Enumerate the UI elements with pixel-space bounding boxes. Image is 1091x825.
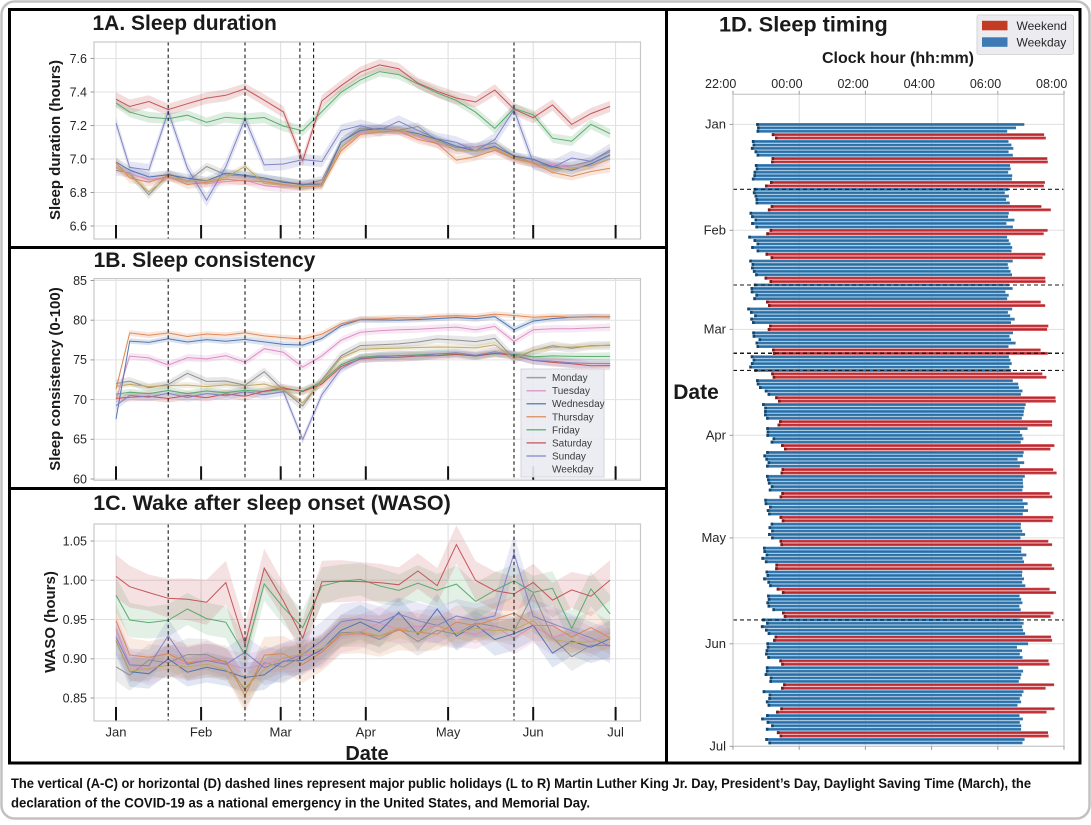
svg-text:May: May	[436, 725, 461, 740]
svg-text:May: May	[701, 530, 726, 545]
svg-text:02:00: 02:00	[837, 77, 868, 91]
svg-text:WASO (hours): WASO (hours)	[42, 571, 59, 673]
svg-text:1.00: 1.00	[63, 574, 87, 588]
svg-text:08:00: 08:00	[1036, 77, 1067, 91]
svg-text:Apr: Apr	[706, 428, 727, 443]
svg-text:1A. Sleep duration: 1A. Sleep duration	[93, 12, 277, 35]
svg-text:Jul: Jul	[709, 739, 726, 754]
svg-text:Weekday: Weekday	[552, 465, 594, 476]
svg-text:Sunday: Sunday	[552, 452, 586, 463]
svg-text:7.4: 7.4	[70, 85, 87, 99]
svg-text:06:00: 06:00	[970, 77, 1001, 91]
svg-text:22:00: 22:00	[705, 77, 736, 91]
svg-text:75: 75	[73, 353, 87, 367]
svg-text:Jun: Jun	[705, 636, 726, 651]
svg-text:6.6: 6.6	[70, 219, 87, 233]
svg-text:Jan: Jan	[705, 117, 726, 132]
svg-text:0.85: 0.85	[63, 691, 87, 705]
svg-text:1D. Sleep timing: 1D. Sleep timing	[719, 12, 888, 37]
svg-text:Thursday: Thursday	[552, 412, 594, 423]
svg-text:Wednesday: Wednesday	[552, 399, 605, 410]
svg-text:60: 60	[73, 472, 87, 486]
svg-text:Date: Date	[345, 743, 388, 765]
svg-text:Apr: Apr	[356, 725, 377, 740]
svg-text:Saturday: Saturday	[552, 438, 592, 449]
svg-text:7.6: 7.6	[70, 52, 87, 66]
svg-text:1B. Sleep consistency: 1B. Sleep consistency	[94, 249, 316, 272]
svg-text:1C. Wake after sleep onset (WA: 1C. Wake after sleep onset (WASO)	[93, 491, 451, 515]
svg-text:The vertical (A-C) or horizont: The vertical (A-C) or horizontal (D) das…	[11, 775, 1031, 791]
svg-text:7.2: 7.2	[70, 119, 87, 133]
svg-text:80: 80	[73, 314, 87, 328]
svg-text:0.95: 0.95	[63, 613, 87, 627]
svg-text:85: 85	[73, 274, 87, 288]
svg-text:Sleep consistency (0-100): Sleep consistency (0-100)	[47, 287, 64, 470]
svg-text:Tuesday: Tuesday	[552, 386, 590, 397]
svg-text:Date: Date	[673, 381, 719, 404]
svg-text:Jun: Jun	[523, 725, 544, 740]
svg-text:Sleep duration (hours): Sleep duration (hours)	[47, 60, 64, 220]
svg-text:Feb: Feb	[190, 725, 212, 740]
svg-text:0.90: 0.90	[63, 652, 87, 666]
svg-text:7.0: 7.0	[70, 152, 87, 166]
svg-text:declaration of the COVID-19 as: declaration of the COVID-19 as a nationa…	[11, 795, 590, 811]
svg-text:Mar: Mar	[704, 322, 727, 337]
svg-text:65: 65	[73, 433, 87, 447]
svg-text:Monday: Monday	[552, 373, 588, 384]
svg-text:Mar: Mar	[270, 725, 293, 740]
svg-text:6.8: 6.8	[70, 186, 87, 200]
svg-text:00:00: 00:00	[771, 77, 802, 91]
svg-text:Jul: Jul	[607, 725, 624, 740]
svg-text:Jan: Jan	[106, 725, 127, 740]
svg-text:Feb: Feb	[704, 223, 726, 238]
svg-text:1.05: 1.05	[63, 534, 87, 548]
svg-text:70: 70	[73, 393, 87, 407]
svg-text:Friday: Friday	[552, 425, 580, 436]
svg-text:Clock hour (hh:mm): Clock hour (hh:mm)	[822, 50, 974, 67]
svg-text:Weekend: Weekend	[1017, 19, 1067, 33]
svg-text:Weekday: Weekday	[1017, 35, 1067, 49]
svg-text:04:00: 04:00	[904, 77, 935, 91]
